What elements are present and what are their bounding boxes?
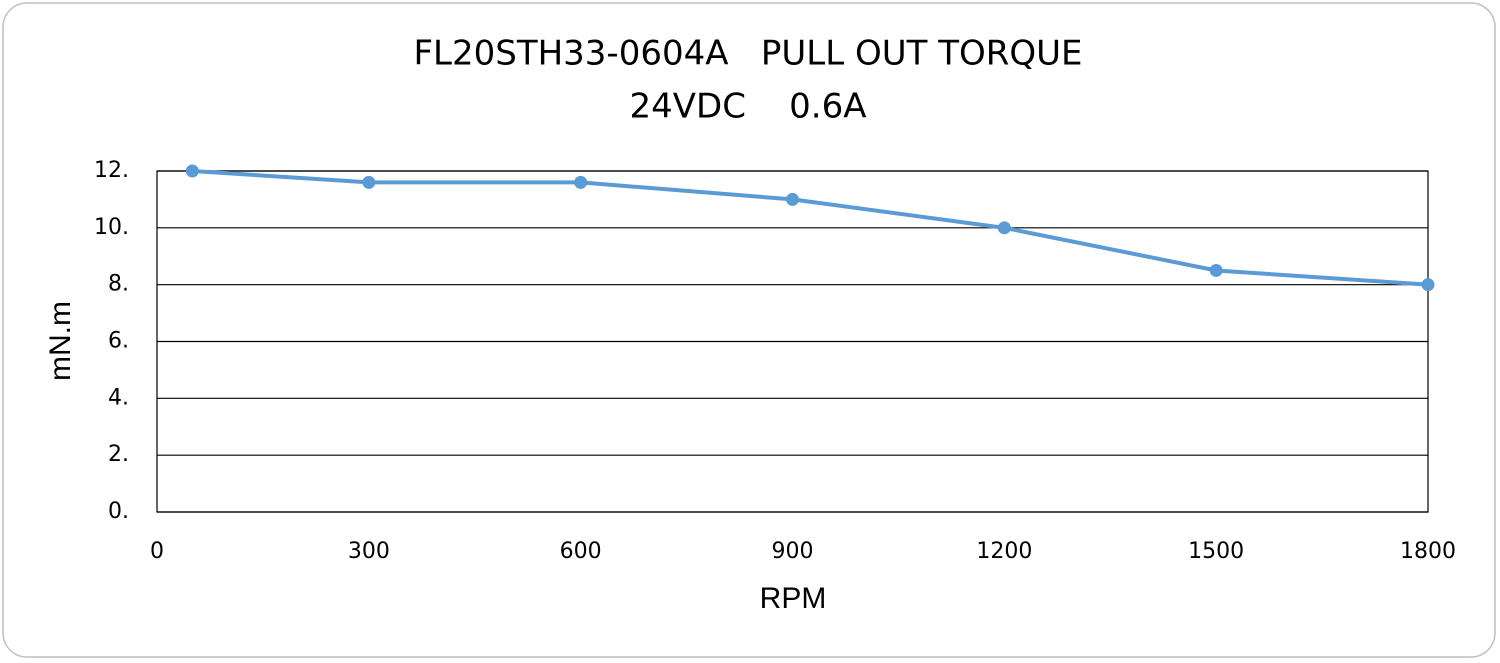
y-tick-label: 4.	[108, 385, 129, 410]
data-point	[1209, 263, 1223, 277]
x-axis-label: RPM	[760, 582, 827, 615]
data-point	[786, 192, 799, 206]
data-point	[185, 164, 199, 178]
x-tick-label: 1200	[976, 539, 1032, 564]
y-tick-label: 10.	[94, 215, 129, 240]
x-tick-label: 900	[772, 539, 814, 564]
x-tick-label: 600	[560, 539, 602, 564]
y-axis-label: mN.m	[44, 301, 77, 381]
x-tick-label: 1500	[1188, 539, 1244, 564]
chart-title: FL20STH33-0604A PULL OUT TORQUE	[413, 34, 1082, 74]
y-tick-label: 2.	[108, 442, 129, 467]
data-point	[574, 175, 588, 189]
data-point	[362, 175, 376, 189]
y-tick-label: 12.	[94, 158, 129, 183]
y-tick-label: 8.	[108, 272, 129, 297]
data-point	[997, 221, 1011, 235]
y-tick-label: 6.	[108, 329, 129, 354]
x-tick-label: 1800	[1400, 539, 1456, 564]
x-tick-label: 300	[348, 539, 390, 564]
chart-subtitle: 24VDC 0.6A	[629, 87, 866, 127]
x-tick-label: 0	[150, 539, 164, 564]
y-tick-label: 0.	[108, 499, 129, 524]
plot-border	[156, 170, 1429, 513]
data-point	[1421, 278, 1435, 292]
